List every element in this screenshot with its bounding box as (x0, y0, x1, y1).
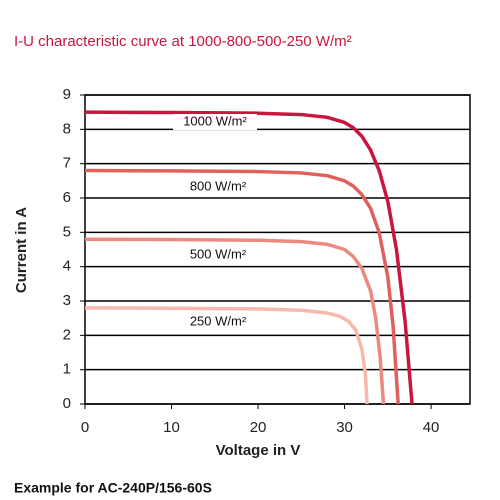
footer: Example for AC-240P/156-60S (14, 480, 212, 496)
series-label: 250 W/m² (190, 313, 247, 328)
y-tick-label: 4 (63, 258, 71, 275)
y-tick-label: 0 (63, 395, 71, 412)
label-background (176, 179, 260, 195)
plot-frame (84, 94, 471, 405)
series-line (84, 110, 414, 405)
series-label: 500 W/m² (190, 246, 247, 261)
label-background (176, 247, 260, 263)
chart-title: I-U characteristic curve at 1000-800-500… (14, 33, 352, 50)
y-tick-label: 6 (63, 189, 71, 206)
series-line (84, 237, 386, 405)
label-background (176, 314, 260, 330)
y-tick-label: 9 (63, 86, 71, 103)
y-tick-label: 1 (63, 361, 71, 378)
y-tick-label: 2 (63, 326, 71, 343)
x-tick-label: 20 (250, 419, 267, 436)
x-tick-label: 0 (81, 419, 89, 436)
y-tick-label: 3 (63, 292, 71, 309)
series-label: 1000 W/m² (183, 113, 247, 128)
series-label: 800 W/m² (190, 178, 247, 193)
y-tick-label: 5 (63, 223, 71, 240)
x-tick-label: 10 (163, 419, 180, 436)
x-tick-label: 40 (423, 419, 440, 436)
series-line (84, 306, 369, 405)
y-axis-label: Current in A (13, 207, 30, 293)
label-background (173, 114, 257, 130)
x-tick-label: 30 (336, 419, 353, 436)
y-tick-label: 8 (63, 120, 71, 137)
y-tick-label: 7 (63, 155, 71, 172)
series-line (84, 168, 400, 405)
x-axis-label: Voltage in V (216, 442, 301, 459)
